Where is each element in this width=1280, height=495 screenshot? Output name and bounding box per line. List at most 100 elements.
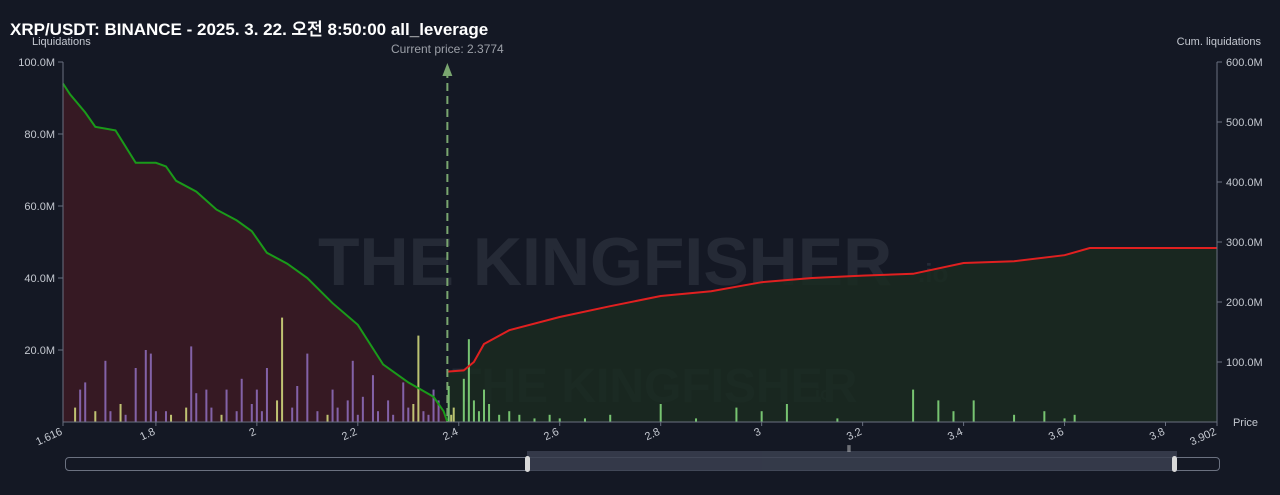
liquidation-bar[interactable] [785, 404, 788, 422]
liquidation-bar[interactable] [659, 404, 662, 422]
liquidation-bar[interactable] [422, 411, 425, 422]
liquidation-bar[interactable] [937, 400, 940, 422]
liquidation-bar[interactable] [84, 382, 87, 422]
liquidation-bar[interactable] [377, 411, 380, 422]
liquidation-bar[interactable] [1073, 414, 1076, 422]
range-handle-right[interactable] [1172, 456, 1177, 472]
scroll-grip-icon[interactable]: ⦀ [847, 445, 851, 455]
liquidation-bar[interactable] [326, 414, 329, 422]
x-tick-label: 3.8 [1148, 426, 1167, 443]
current-price-label: Current price: 2.3774 [391, 42, 504, 56]
liquidation-bar[interactable] [240, 378, 243, 422]
liquidation-bar[interactable] [346, 400, 349, 422]
liquidation-bar[interactable] [109, 411, 112, 422]
liquidation-bar[interactable] [1013, 414, 1016, 422]
x-tick-label: 3.902 [1188, 426, 1218, 449]
liquidation-bar[interactable] [972, 400, 975, 422]
liquidation-bar[interactable] [952, 411, 955, 422]
y-right-tick-label: 500.0M [1226, 117, 1263, 129]
right-axis-title: Cum. liquidations [1177, 36, 1262, 48]
liquidation-bar[interactable] [210, 407, 213, 422]
liquidation-bar[interactable] [170, 414, 173, 422]
liquidation-bar[interactable] [407, 407, 410, 422]
liquidation-bar[interactable] [467, 339, 470, 422]
liquidation-bar[interactable] [760, 411, 763, 422]
liquidation-bar[interactable] [260, 411, 263, 422]
liquidation-bar[interactable] [417, 335, 420, 422]
liquidation-bar[interactable] [316, 411, 319, 422]
range-scroll-thumb[interactable]: ⦀ [527, 445, 1177, 471]
range-handle-left[interactable] [525, 456, 530, 472]
liquidation-bar[interactable] [356, 414, 359, 422]
range-scrollbar[interactable]: ⦀ [65, 445, 1220, 472]
liquidation-bar[interactable] [255, 389, 258, 422]
liquidation-bar[interactable] [1063, 418, 1066, 422]
liquidation-bar[interactable] [235, 411, 238, 422]
liquidation-bar[interactable] [104, 360, 107, 422]
liquidation-bar[interactable] [79, 389, 82, 422]
long-cumulative-line[interactable] [447, 247, 1217, 373]
liquidation-bar[interactable] [250, 404, 253, 422]
x-tick-label: 1.8 [138, 426, 157, 443]
liquidation-bar[interactable] [351, 360, 354, 422]
liquidation-bar[interactable] [427, 414, 430, 422]
liquidation-bar[interactable] [220, 414, 223, 422]
liquidation-bar[interactable] [583, 418, 586, 422]
liquidation-bar[interactable] [477, 411, 480, 422]
liquidation-bar[interactable] [119, 404, 122, 422]
liquidation-bar[interactable] [462, 378, 465, 422]
liquidation-bar[interactable] [94, 411, 97, 422]
liquidation-bar[interactable] [488, 404, 491, 422]
liquidation-bar[interactable] [154, 411, 157, 422]
liquidation-bar[interactable] [472, 400, 475, 422]
liquidation-bar[interactable] [387, 400, 390, 422]
x-tick-label: 2.6 [542, 426, 561, 443]
liquidation-bar[interactable] [412, 404, 415, 422]
liquidation-bar[interactable] [144, 350, 147, 422]
liquidation-bar[interactable] [306, 353, 309, 422]
liquidation-bar[interactable] [225, 389, 228, 422]
liquidation-bar[interactable] [195, 393, 198, 422]
liquidation-bar[interactable] [265, 368, 268, 422]
liquidation-bar[interactable] [185, 407, 188, 422]
liquidation-bar[interactable] [498, 414, 501, 422]
liquidation-bar[interactable] [483, 389, 486, 422]
liquidation-bar[interactable] [533, 418, 536, 422]
liquidation-bar[interactable] [281, 317, 284, 422]
liquidation-bar[interactable] [190, 346, 193, 422]
liquidation-bar[interactable] [1043, 411, 1046, 422]
liquidation-bar[interactable] [331, 389, 334, 422]
liquidation-bar[interactable] [508, 411, 511, 422]
liquidation-bar[interactable] [558, 418, 561, 422]
liquidation-bar[interactable] [124, 414, 127, 422]
liquidation-bar[interactable] [361, 396, 364, 422]
liquidation-bar[interactable] [518, 414, 521, 422]
y-right-tick-label: 600.0M [1226, 57, 1263, 69]
liquidation-bar[interactable] [735, 407, 738, 422]
liquidation-bar[interactable] [609, 414, 612, 422]
liquidation-bar[interactable] [836, 418, 839, 422]
liquidation-bar[interactable] [205, 389, 208, 422]
liquidation-bar[interactable] [432, 389, 435, 422]
liquidation-bar[interactable] [447, 386, 450, 422]
liquidation-bar[interactable] [164, 411, 167, 422]
liquidation-bar[interactable] [134, 368, 137, 422]
liquidation-bar[interactable] [291, 407, 294, 422]
liquidation-bar[interactable] [336, 407, 339, 422]
liquidation-bar[interactable] [450, 414, 453, 422]
liquidation-bar[interactable] [371, 375, 374, 422]
liquidation-bar[interactable] [149, 353, 152, 422]
liquidation-bar[interactable] [392, 414, 395, 422]
liquidation-bar[interactable] [296, 386, 299, 422]
liquidation-bar[interactable] [74, 407, 77, 422]
liquidation-bar[interactable] [402, 382, 405, 422]
liquidation-bar[interactable] [437, 400, 440, 422]
liquidation-bar[interactable] [912, 389, 915, 422]
liquidation-bar[interactable] [452, 407, 455, 422]
liquidation-bar[interactable] [548, 414, 551, 422]
liquidation-bar[interactable] [276, 400, 279, 422]
short-liquidation-area [63, 83, 448, 422]
short-cumulative-line[interactable] [62, 83, 449, 423]
liquidation-bar[interactable] [695, 418, 698, 422]
